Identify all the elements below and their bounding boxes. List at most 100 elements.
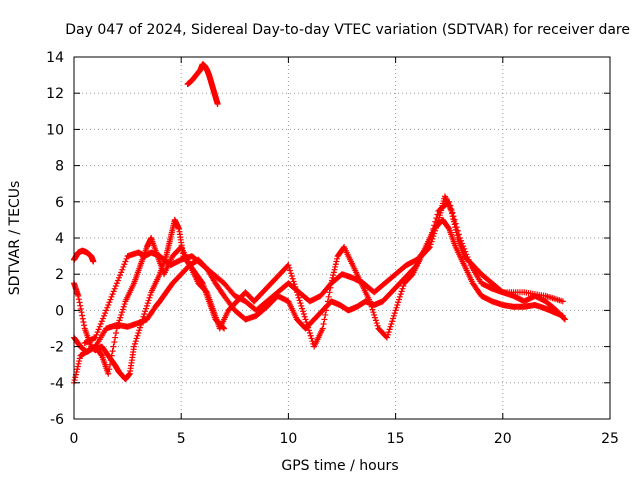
data-point — [372, 314, 379, 321]
data-point — [110, 288, 117, 295]
gridlines — [74, 57, 610, 419]
data-point — [367, 301, 374, 308]
data-point — [119, 266, 126, 273]
y-tick-label: 0 — [55, 303, 64, 319]
data-point — [559, 298, 566, 305]
data-point — [137, 324, 144, 331]
data-point — [454, 232, 461, 239]
data-point — [390, 315, 397, 322]
data-point — [432, 227, 439, 234]
data-point — [448, 207, 455, 214]
y-tick-label: 10 — [46, 122, 64, 138]
data-point — [75, 296, 82, 303]
y-tick-label: -2 — [50, 340, 64, 356]
data-point — [98, 351, 105, 358]
data-point — [99, 315, 106, 322]
data-point — [104, 304, 111, 311]
data-point — [101, 312, 108, 319]
data-point — [102, 310, 109, 317]
data-point — [298, 302, 305, 309]
data-point — [214, 101, 221, 108]
x-tick-label: 10 — [279, 431, 297, 447]
data-point — [301, 313, 308, 320]
data-point — [95, 326, 102, 333]
data-point — [332, 261, 339, 268]
data-point — [106, 366, 113, 373]
data-point — [330, 272, 337, 279]
data-point — [323, 307, 330, 314]
data-point — [307, 332, 314, 339]
x-tick-label: 0 — [70, 431, 79, 447]
data-point — [113, 325, 120, 332]
data-point — [79, 312, 86, 319]
data-point — [133, 335, 140, 342]
data-point — [395, 299, 402, 306]
data-point — [293, 286, 300, 293]
data-point — [81, 322, 88, 329]
data-point — [561, 315, 568, 322]
data-point — [321, 316, 328, 323]
data-point — [394, 301, 401, 308]
data-point — [109, 348, 116, 355]
data-point — [448, 210, 455, 217]
data-point — [449, 213, 456, 220]
data-point — [305, 327, 312, 334]
data-point — [427, 241, 434, 248]
data-point — [144, 300, 151, 307]
series-track-e — [71, 193, 568, 386]
data-point — [145, 297, 152, 304]
data-point — [112, 282, 119, 289]
data-point — [146, 294, 153, 301]
data-point — [113, 330, 120, 337]
data-point — [93, 331, 100, 338]
data-point — [131, 340, 138, 347]
y-tick-label: 6 — [55, 195, 64, 211]
data-point — [429, 235, 436, 242]
data-point — [426, 244, 433, 251]
data-point — [107, 296, 114, 303]
data-point — [303, 319, 310, 326]
data-point — [328, 280, 335, 287]
data-point — [322, 311, 329, 318]
chart-title: Day 047 of 2024, Sidereal Day-to-day VTE… — [65, 22, 630, 38]
data-point — [109, 291, 116, 298]
data-point — [390, 312, 397, 319]
plot-points — [71, 61, 568, 386]
data-point — [105, 301, 112, 308]
data-point — [398, 288, 405, 295]
data-point — [320, 320, 327, 327]
data-point — [396, 296, 403, 303]
data-point — [302, 316, 309, 323]
data-point — [77, 305, 84, 312]
data-point — [323, 302, 330, 309]
data-point — [399, 285, 406, 292]
data-point — [77, 302, 84, 309]
data-point — [98, 318, 105, 325]
data-point — [434, 219, 441, 226]
data-point — [329, 274, 336, 281]
data-point — [393, 304, 400, 311]
data-point — [108, 293, 115, 300]
data-point — [73, 368, 80, 375]
data-point — [119, 309, 126, 316]
data-point — [143, 305, 150, 312]
data-point — [107, 361, 114, 368]
data-point — [134, 332, 141, 339]
y-tick-label: 4 — [55, 231, 64, 247]
data-point — [75, 360, 82, 367]
data-point — [291, 281, 298, 288]
data-point — [76, 299, 83, 306]
data-point — [561, 316, 568, 323]
data-point — [74, 363, 81, 370]
data-point — [384, 331, 391, 338]
data-point — [396, 293, 403, 300]
data-point — [113, 280, 120, 287]
data-point — [296, 297, 303, 304]
data-point — [308, 335, 315, 342]
data-point — [368, 303, 375, 310]
data-point — [451, 221, 458, 228]
data-point — [295, 294, 302, 301]
data-point — [297, 300, 304, 307]
data-point — [373, 320, 380, 327]
